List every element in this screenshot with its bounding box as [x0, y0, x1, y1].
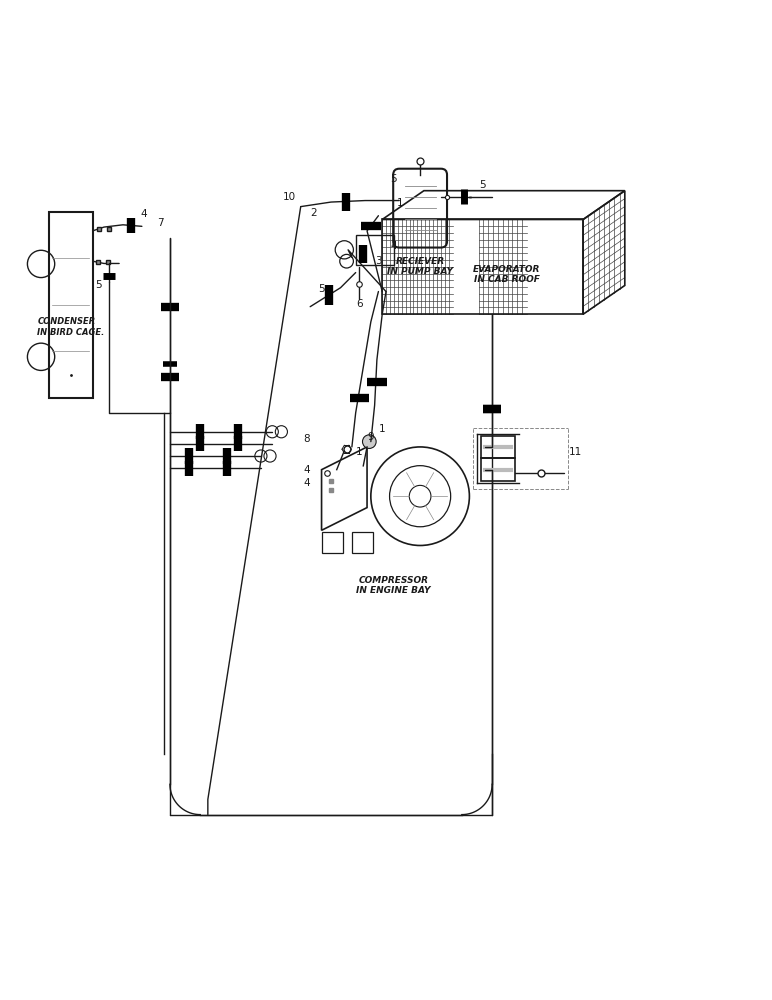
Text: 1: 1 — [356, 447, 363, 457]
Text: 8: 8 — [303, 434, 310, 444]
Bar — [356, 235, 394, 265]
Text: 11: 11 — [569, 447, 582, 457]
Text: EVAPORATOR
IN CAB ROOF: EVAPORATOR IN CAB ROOF — [473, 265, 540, 284]
Circle shape — [363, 435, 376, 448]
Text: CONDENSER
IN BIRD CAGE.: CONDENSER IN BIRD CAGE. — [37, 317, 104, 337]
Text: 4: 4 — [391, 241, 397, 251]
Text: 5: 5 — [96, 280, 102, 290]
Text: 6: 6 — [356, 299, 363, 309]
Text: COMPRESSOR
IN ENGINE BAY: COMPRESSOR IN ENGINE BAY — [357, 576, 431, 595]
Text: 5: 5 — [479, 180, 486, 190]
Text: 9: 9 — [367, 432, 374, 442]
Text: 1: 1 — [379, 424, 385, 434]
Text: 4: 4 — [303, 465, 310, 475]
Text: 5: 5 — [390, 174, 397, 184]
Text: 5: 5 — [318, 284, 325, 294]
Text: 4: 4 — [141, 209, 147, 219]
Text: 7: 7 — [157, 218, 164, 228]
Text: 1: 1 — [396, 198, 403, 208]
Text: 10: 10 — [283, 192, 296, 202]
Bar — [352, 532, 373, 553]
Bar — [322, 532, 343, 553]
Text: RECIEVER
IN PUMP BAY: RECIEVER IN PUMP BAY — [387, 257, 453, 276]
Text: 4: 4 — [303, 478, 310, 488]
Text: 3: 3 — [375, 256, 381, 266]
Text: 2: 2 — [310, 208, 317, 218]
